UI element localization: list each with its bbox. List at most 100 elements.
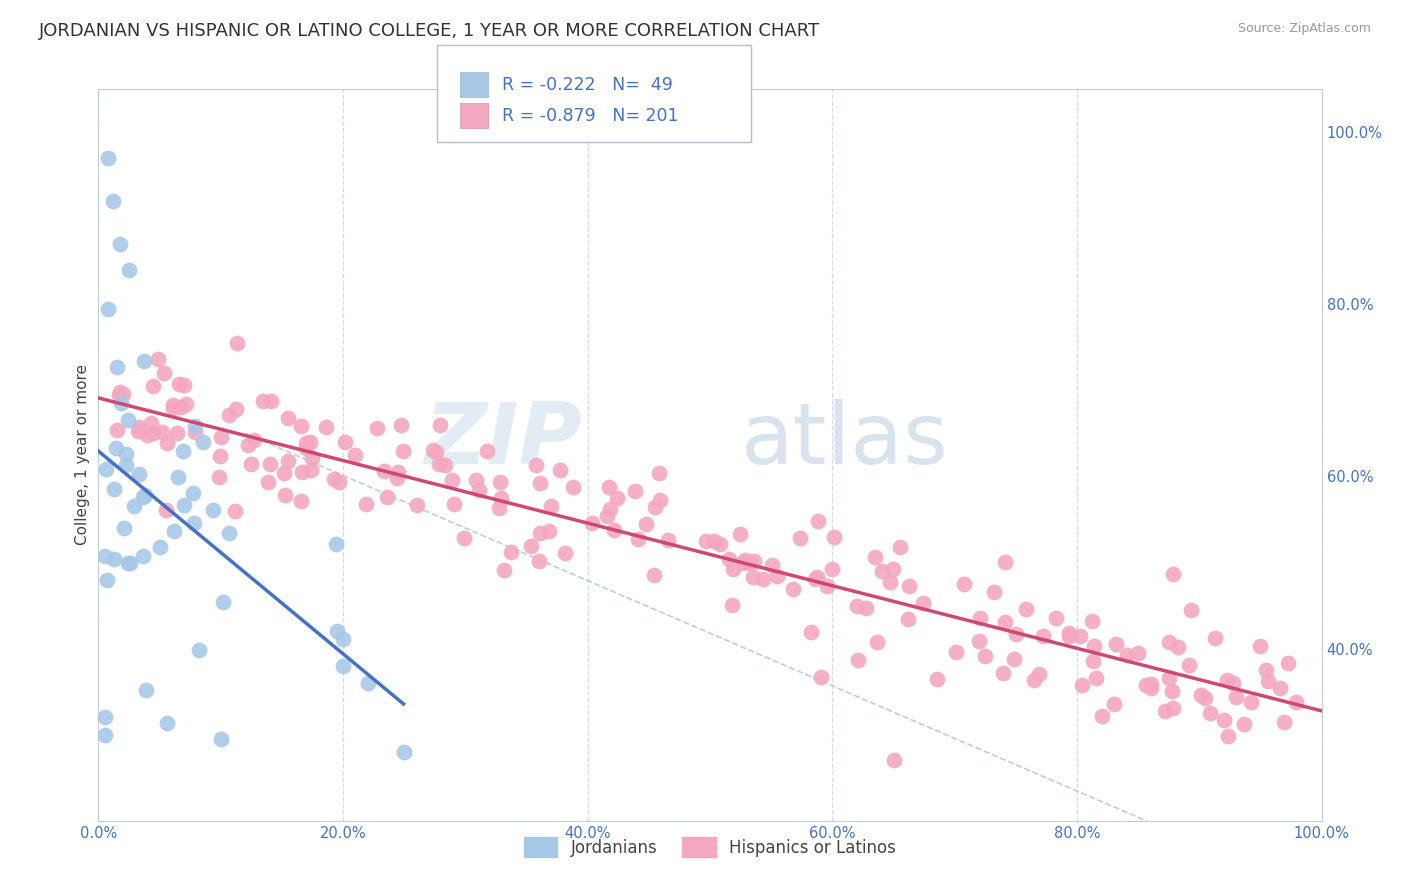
- Point: [883, 753, 905, 767]
- Point: [1154, 704, 1177, 718]
- Point: [162, 401, 184, 415]
- Point: [110, 237, 132, 252]
- Point: [299, 462, 322, 476]
- Point: [392, 745, 415, 759]
- Point: [882, 562, 904, 576]
- Point: [406, 499, 429, 513]
- Point: [118, 263, 141, 277]
- Point: [912, 596, 935, 610]
- Point: [387, 471, 409, 485]
- Point: [208, 450, 231, 464]
- Point: [695, 534, 717, 549]
- Point: [97, 151, 120, 165]
- Point: [291, 465, 314, 479]
- Point: [103, 482, 125, 496]
- Point: [387, 466, 409, 480]
- Point: [97, 301, 120, 316]
- Point: [240, 457, 263, 471]
- Point: [766, 568, 789, 582]
- Point: [634, 517, 657, 532]
- Point: [492, 563, 515, 577]
- Point: [356, 676, 378, 690]
- Point: [897, 579, 920, 593]
- Point: [322, 472, 344, 486]
- Point: [1028, 667, 1050, 681]
- Point: [115, 448, 138, 462]
- Point: [643, 568, 665, 582]
- Point: [1180, 603, 1202, 617]
- Point: [332, 632, 354, 646]
- Point: [1057, 626, 1080, 640]
- Point: [1083, 654, 1105, 668]
- Point: [782, 582, 804, 596]
- Point: [187, 643, 209, 657]
- Point: [1116, 648, 1139, 662]
- Point: [162, 398, 184, 412]
- Point: [105, 359, 128, 374]
- Point: [218, 409, 240, 423]
- Point: [440, 473, 463, 487]
- Point: [1178, 657, 1201, 672]
- Point: [429, 417, 451, 432]
- Point: [105, 423, 128, 437]
- Point: [120, 556, 142, 570]
- Point: [1233, 717, 1256, 731]
- Point: [721, 598, 744, 612]
- Point: [603, 523, 626, 537]
- Point: [326, 624, 349, 639]
- Point: [1005, 627, 1028, 641]
- Point: [112, 386, 135, 401]
- Point: [994, 555, 1017, 569]
- Point: [166, 426, 188, 441]
- Point: [806, 570, 828, 584]
- Point: [499, 544, 522, 558]
- Point: [1272, 714, 1295, 729]
- Point: [117, 556, 139, 570]
- Point: [1277, 656, 1299, 670]
- Point: [744, 554, 766, 568]
- Text: atlas: atlas: [741, 399, 949, 482]
- Point: [1167, 640, 1189, 655]
- Point: [1163, 567, 1185, 582]
- Point: [174, 397, 197, 411]
- Point: [1216, 729, 1239, 743]
- Point: [554, 546, 576, 560]
- Point: [488, 501, 510, 516]
- Point: [110, 385, 132, 400]
- Point: [132, 549, 155, 563]
- Point: [1081, 614, 1104, 628]
- Point: [1204, 631, 1226, 645]
- Point: [740, 556, 762, 570]
- Point: [236, 438, 259, 452]
- Point: [290, 493, 312, 508]
- Point: [1102, 697, 1125, 711]
- Point: [804, 572, 827, 586]
- Point: [173, 378, 195, 392]
- Point: [150, 425, 173, 440]
- Point: [427, 457, 450, 471]
- Point: [1015, 602, 1038, 616]
- Point: [256, 475, 278, 490]
- Point: [156, 436, 179, 450]
- Point: [96, 574, 118, 588]
- Legend: Jordanians, Hispanics or Latinos: Jordanians, Hispanics or Latinos: [516, 829, 904, 865]
- Point: [152, 367, 174, 381]
- Point: [93, 728, 115, 742]
- Point: [149, 540, 172, 554]
- Point: [1135, 678, 1157, 692]
- Point: [540, 500, 562, 514]
- Point: [1091, 708, 1114, 723]
- Point: [134, 354, 156, 368]
- Point: [752, 572, 775, 586]
- Point: [1104, 637, 1126, 651]
- Point: [422, 442, 444, 457]
- Point: [863, 550, 886, 565]
- Point: [224, 504, 246, 518]
- Point: [983, 585, 1005, 599]
- Point: [723, 562, 745, 576]
- Point: [226, 336, 249, 351]
- Point: [520, 539, 543, 553]
- Point: [1225, 690, 1247, 705]
- Point: [596, 509, 619, 524]
- Point: [994, 615, 1017, 629]
